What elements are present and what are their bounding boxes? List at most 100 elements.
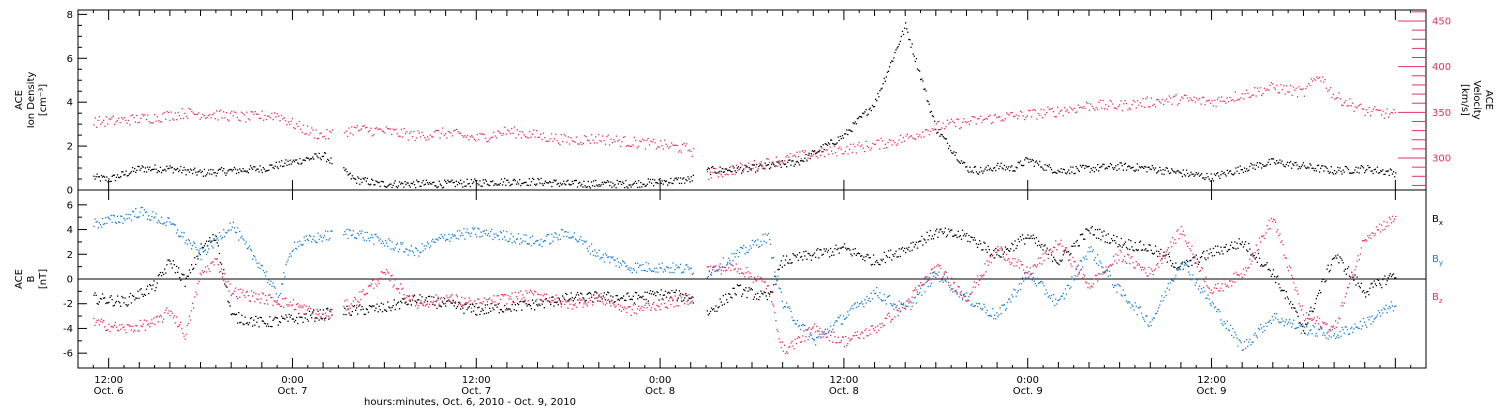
data-point — [508, 308, 510, 310]
data-point — [460, 132, 462, 134]
data-point — [1161, 173, 1163, 175]
data-point — [222, 111, 225, 113]
data-point — [1083, 238, 1085, 240]
data-point — [1116, 236, 1118, 238]
data-point — [1290, 160, 1292, 163]
data-point — [559, 143, 561, 146]
data-point — [1272, 269, 1275, 271]
data-point — [1027, 234, 1029, 236]
data-point — [1155, 172, 1158, 174]
data-point — [330, 157, 332, 159]
data-point — [597, 133, 600, 136]
data-point — [1139, 306, 1142, 308]
data-point — [998, 168, 1000, 170]
data-point — [415, 300, 417, 302]
data-point — [231, 170, 233, 172]
data-point — [517, 303, 520, 306]
data-point — [289, 301, 291, 303]
data-point — [560, 303, 563, 305]
data-point — [640, 141, 642, 143]
data-point — [1069, 106, 1071, 108]
data-point — [648, 292, 651, 295]
data-point — [1054, 258, 1056, 261]
data-point — [1250, 162, 1252, 164]
data-point — [385, 186, 387, 188]
data-point — [261, 110, 263, 112]
data-point — [1206, 297, 1208, 299]
data-point — [1269, 163, 1271, 166]
data-point — [648, 144, 651, 146]
data-point — [693, 147, 695, 150]
data-point — [1307, 322, 1309, 324]
data-point — [181, 273, 183, 275]
data-point — [668, 291, 670, 293]
data-point — [1101, 107, 1103, 109]
data-point — [346, 305, 348, 307]
data-point — [1145, 248, 1147, 250]
data-point — [994, 113, 997, 116]
data-point — [435, 129, 437, 132]
data-point — [1123, 243, 1126, 245]
data-point — [193, 241, 195, 243]
data-point — [777, 165, 779, 167]
data-point — [173, 315, 175, 317]
data-point — [293, 127, 295, 129]
data-point — [1312, 167, 1314, 169]
data-point — [605, 181, 608, 184]
data-point — [128, 296, 130, 298]
data-point — [460, 179, 462, 181]
data-point — [813, 153, 815, 156]
data-point — [923, 136, 925, 138]
data-point — [190, 310, 193, 312]
data-point — [506, 307, 508, 310]
data-point — [423, 184, 425, 186]
data-point — [994, 257, 996, 259]
data-point — [1320, 80, 1322, 82]
data-point — [966, 232, 968, 235]
data-point — [512, 300, 514, 303]
data-point — [393, 182, 395, 184]
data-point — [1128, 301, 1130, 303]
data-point — [1068, 251, 1070, 253]
data-point — [239, 168, 241, 170]
data-point — [999, 116, 1001, 118]
data-point — [457, 181, 460, 183]
data-point — [970, 171, 972, 173]
data-point — [790, 310, 792, 313]
data-point — [252, 168, 254, 170]
data-point — [1145, 315, 1147, 317]
data-point — [497, 183, 499, 186]
data-point — [409, 186, 411, 188]
data-point — [1121, 165, 1123, 167]
data-point — [961, 229, 964, 231]
data-point — [525, 234, 527, 236]
data-point — [1353, 110, 1355, 112]
data-point — [442, 127, 444, 129]
data-point — [597, 255, 599, 257]
data-point — [459, 230, 461, 232]
data-point — [182, 236, 184, 238]
data-point — [248, 322, 251, 324]
data-point — [792, 155, 794, 157]
data-point — [850, 143, 852, 145]
data-point — [494, 236, 496, 239]
data-point — [689, 297, 691, 300]
data-point — [1156, 98, 1158, 101]
data-point — [1214, 174, 1217, 177]
data-point — [912, 302, 914, 304]
data-point — [873, 143, 875, 146]
data-point — [155, 120, 157, 122]
data-point — [227, 280, 229, 283]
data-point — [380, 180, 382, 183]
data-point — [306, 318, 308, 321]
data-point — [1249, 338, 1251, 340]
data-point — [574, 179, 577, 182]
data-point — [872, 290, 875, 292]
data-point — [910, 135, 913, 137]
data-point — [1184, 262, 1187, 264]
data-point — [528, 178, 530, 180]
data-point — [996, 164, 998, 167]
data-point — [185, 174, 187, 176]
data-point — [380, 242, 382, 245]
data-point — [331, 163, 333, 165]
